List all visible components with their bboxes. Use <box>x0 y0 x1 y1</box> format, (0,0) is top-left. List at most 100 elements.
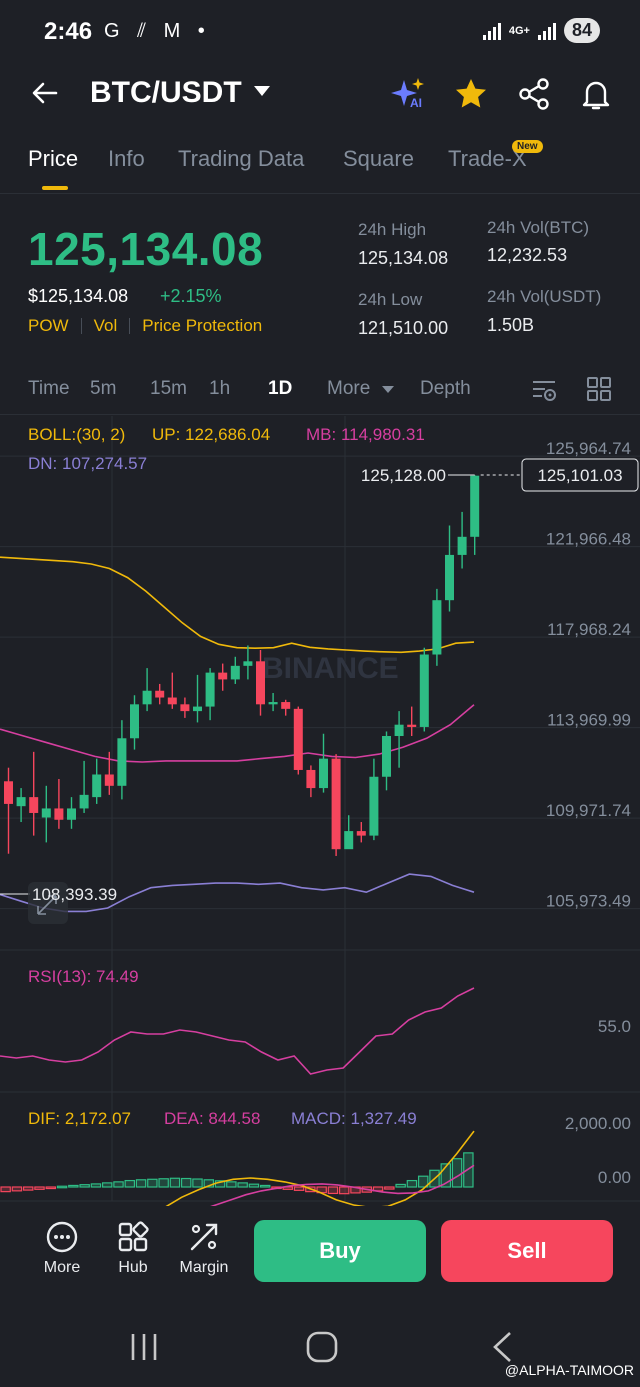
tag-separator <box>80 318 82 334</box>
candle-body <box>281 702 291 709</box>
dea-line <box>210 1164 475 1206</box>
margin-button[interactable]: Margin <box>169 1220 239 1277</box>
status-notification-icons: G ⫽ M • <box>104 20 211 42</box>
more-dots-icon <box>46 1221 78 1253</box>
candle-body <box>218 672 228 680</box>
tab-info[interactable]: Info <box>108 146 145 171</box>
caret-down-icon[interactable] <box>254 86 270 96</box>
macd-histogram-bar <box>34 1186 45 1190</box>
macd-histogram-bar <box>192 1178 203 1188</box>
candle-body <box>331 758 341 850</box>
candle-body <box>268 702 278 705</box>
high-price-label: 125,128.00 <box>361 466 446 485</box>
tab-square[interactable]: Square <box>343 146 414 171</box>
hub-label: Hub <box>118 1259 148 1276</box>
candle-body <box>104 774 114 786</box>
binance-watermark: BINANCE <box>262 652 399 685</box>
candle-body <box>419 654 429 727</box>
recent-apps-icon[interactable] <box>128 1330 160 1364</box>
macd-histogram-bar <box>440 1163 452 1188</box>
interval-bar: Time 5m 15m 1h 1D More Depth <box>0 372 640 408</box>
grid-layout-icon[interactable] <box>586 376 612 402</box>
macd-tick-label: 2,000.00 <box>565 1114 631 1133</box>
tag-pow[interactable]: POW <box>28 316 69 335</box>
home-icon[interactable] <box>305 1330 339 1364</box>
y-tick-label: 117,968.24 <box>547 620 631 639</box>
macd-histogram-bar <box>338 1186 350 1195</box>
hub-button[interactable]: Hub <box>98 1220 168 1277</box>
candle-body <box>193 706 202 712</box>
network-type: 4G+ <box>508 24 530 37</box>
candle-body <box>432 600 442 655</box>
interval-5m[interactable]: 5m <box>90 378 117 399</box>
ai-label: AI <box>410 96 422 110</box>
back-nav-icon[interactable] <box>490 1330 514 1364</box>
macd-histogram-bar <box>101 1182 113 1188</box>
tag-vol[interactable]: Vol <box>93 316 118 335</box>
y-tick-label: 105,973.49 <box>546 892 631 911</box>
hub-grid-icon <box>118 1221 149 1252</box>
ai-sparkle-icon[interactable]: AI <box>390 76 426 112</box>
back-arrow-icon[interactable] <box>30 78 60 108</box>
new-badge: New <box>512 140 543 153</box>
status-time: 2:46 <box>44 18 93 45</box>
interval-depth[interactable]: Depth <box>420 378 471 399</box>
last-price: 125,134.08 <box>28 223 264 275</box>
vol-btc-label: 24h Vol(BTC) <box>487 218 590 237</box>
macd-histogram-bar <box>327 1186 339 1195</box>
macd-label: MACD: 1,327.49 <box>291 1109 417 1128</box>
boll-dn-line <box>0 873 475 913</box>
bottom-action-bar: More Hub Margin Buy Sell <box>0 1208 640 1308</box>
macd-histogram-bar <box>406 1179 418 1188</box>
candle-body <box>41 808 51 818</box>
boll-up-line <box>0 556 475 654</box>
candle-body <box>394 724 404 737</box>
candle-body <box>230 665 240 680</box>
interval-15m[interactable]: 15m <box>150 378 187 399</box>
price-chart[interactable]: BINANCE 125,964.74 121,966.48 117,968.24 11… <box>0 416 640 1206</box>
candle-body <box>117 738 127 786</box>
more-caret-icon[interactable] <box>382 386 394 393</box>
candle-body <box>130 704 139 739</box>
candle-body <box>54 808 64 820</box>
interval-more[interactable]: More <box>327 378 371 399</box>
tag-price-protection[interactable]: Price Protection <box>142 316 263 335</box>
candle-body <box>79 794 89 809</box>
sell-button[interactable]: Sell <box>441 1220 613 1282</box>
tab-trading-data[interactable]: Trading Data <box>178 146 305 171</box>
buy-button[interactable]: Buy <box>254 1220 426 1282</box>
candle-body <box>457 536 467 555</box>
candle-body <box>243 661 253 666</box>
y-tick-label: 125,964.74 <box>546 439 631 458</box>
candle-body <box>344 831 354 850</box>
more-button[interactable]: More <box>27 1220 97 1277</box>
share-icon[interactable] <box>516 76 552 112</box>
macd-histogram-bar <box>135 1179 147 1188</box>
y-tick-label: 121,966.48 <box>546 530 631 549</box>
current-price-label: 125,101.03 <box>537 466 622 485</box>
macd-histogram-bar <box>293 1186 305 1191</box>
candle-body <box>155 690 165 698</box>
macd-tick-label: 0.00 <box>598 1168 631 1187</box>
indicator-settings-icon[interactable] <box>530 376 558 404</box>
macd-histogram-bar <box>0 1186 11 1193</box>
divider <box>0 193 640 194</box>
macd-histogram-bar <box>180 1177 192 1188</box>
low-price-label: 108,393.39 <box>32 885 117 904</box>
candle-body <box>29 797 39 813</box>
bell-icon[interactable] <box>578 76 614 112</box>
macd-histogram-bar <box>124 1179 136 1188</box>
status-bar: 2:46 G ⫽ M • 4G+ 84 <box>0 0 640 64</box>
interval-1d[interactable]: 1D <box>268 378 293 399</box>
pair-selector[interactable]: BTC/USDT <box>90 76 242 109</box>
interval-time[interactable]: Time <box>28 378 70 399</box>
favorite-star-icon[interactable] <box>453 76 489 112</box>
dea-label: DEA: 844.58 <box>164 1109 260 1128</box>
macd-histogram-bar <box>451 1158 463 1188</box>
tab-price[interactable]: Price <box>28 146 79 171</box>
macd-histogram-bar <box>45 1186 57 1190</box>
interval-1h[interactable]: 1h <box>209 378 231 399</box>
system-nav-bar <box>0 1310 640 1387</box>
macd-histogram-bar <box>395 1183 406 1188</box>
candle-body <box>356 831 366 836</box>
